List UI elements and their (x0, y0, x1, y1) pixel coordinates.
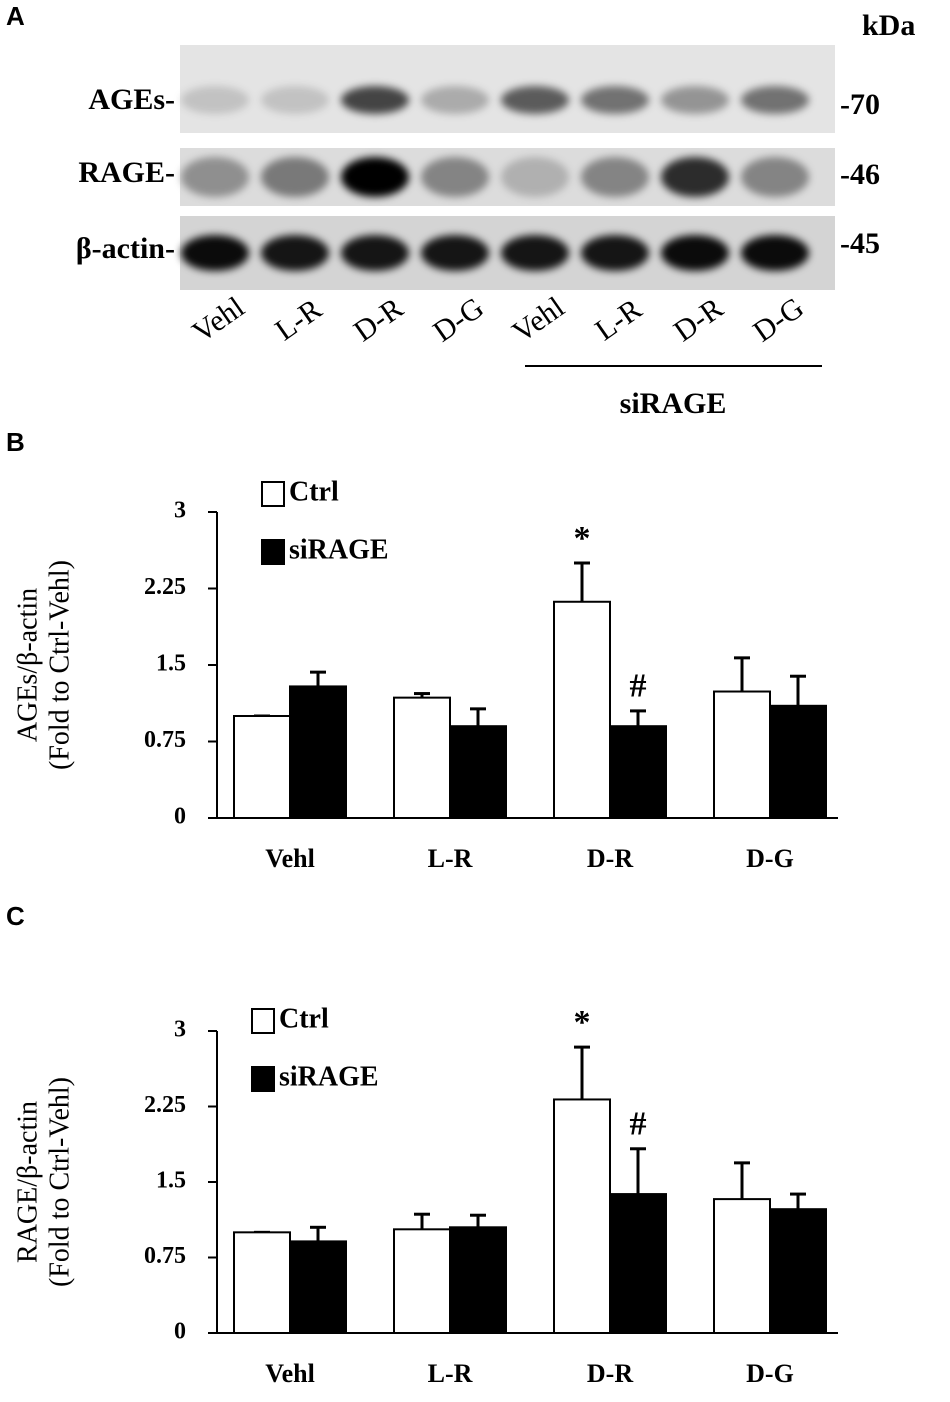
lane-label: D-G (747, 291, 810, 349)
bar (713, 690, 771, 820)
y-tick-label: 0 (174, 1319, 186, 1345)
band (181, 86, 249, 114)
marker-label: -45 (840, 227, 880, 260)
y-tick-label: 0.75 (144, 727, 186, 753)
band (261, 235, 329, 271)
band (501, 157, 569, 197)
group-label: siRAGE (620, 387, 727, 420)
band (661, 235, 729, 271)
legend-swatch (251, 1008, 275, 1034)
annotation: * (574, 1004, 591, 1041)
panel-letter: C (6, 901, 25, 931)
band (261, 86, 329, 114)
bar (289, 1240, 347, 1334)
x-tick-label: D-G (746, 1359, 794, 1388)
band (341, 235, 409, 271)
y-tick-label: 2.25 (144, 1092, 186, 1118)
y-tick-label: 3 (174, 498, 186, 524)
band (741, 86, 809, 114)
bar (553, 600, 611, 820)
annotation: # (630, 1106, 647, 1143)
lane-label: L-R (269, 292, 328, 347)
y-tick-label: 1.5 (156, 1168, 186, 1194)
row-label: β-actin- (76, 232, 175, 265)
lane-label: Vehl (507, 291, 571, 350)
x-tick-label: D-R (587, 1359, 633, 1388)
bar (713, 1198, 771, 1334)
lane-label: Vehl (187, 291, 251, 350)
y-axis-label: AGEs/β-actin (12, 588, 43, 742)
y-tick-label: 0.75 (144, 1243, 186, 1269)
bar (553, 1098, 611, 1335)
legend-swatch (261, 481, 285, 507)
legend-swatch (251, 1066, 275, 1092)
y-tick-label: 3 (174, 1017, 186, 1043)
y-tick-label: 1.5 (156, 651, 186, 677)
band (181, 235, 249, 271)
band (501, 86, 569, 114)
x-tick-label: L-R (428, 844, 473, 873)
annotation: * (574, 520, 591, 557)
band (421, 157, 489, 197)
band (341, 157, 409, 197)
x-tick-label: L-R (428, 1359, 473, 1388)
bar (449, 725, 507, 820)
bar (769, 704, 827, 819)
bar (393, 1228, 451, 1335)
lane-label: D-R (668, 292, 729, 349)
lane-label: D-G (427, 291, 490, 349)
row-label: AGEs- (88, 83, 175, 116)
band (421, 86, 489, 114)
bar (609, 725, 667, 820)
x-tick-label: D-G (746, 844, 794, 873)
marker-label: -46 (840, 158, 880, 191)
x-tick-label: Vehl (265, 844, 315, 873)
bands (181, 86, 809, 271)
band (581, 157, 649, 197)
band (421, 235, 489, 271)
x-tick-label: D-R (587, 844, 633, 873)
band (661, 86, 729, 114)
band (581, 86, 649, 114)
y-tick-label: 2.25 (144, 574, 186, 600)
legend-label: Ctrl (279, 1003, 329, 1034)
x-tick-label: Vehl (265, 1359, 315, 1388)
band (181, 157, 249, 197)
bar (233, 1231, 291, 1335)
row-label: RAGE- (78, 156, 175, 189)
bar (289, 685, 347, 819)
bar (449, 1226, 507, 1335)
bar (393, 696, 451, 820)
legend-swatch (261, 539, 285, 565)
unit-label: kDa (862, 9, 915, 42)
y-axis-label: (Fold to Ctrl-Vehl) (44, 1077, 75, 1287)
panel-letter: A (6, 1, 25, 31)
y-axis-label: RAGE/β-actin (12, 1101, 43, 1263)
band (581, 235, 649, 271)
lane-label: L-R (589, 292, 648, 347)
y-axis-label: (Fold to Ctrl-Vehl) (44, 560, 75, 770)
band (661, 157, 729, 197)
legend-label: Ctrl (289, 476, 339, 507)
band (341, 86, 409, 114)
lane-label: D-R (348, 292, 409, 349)
bar (233, 715, 291, 819)
marker-label: -70 (840, 88, 880, 121)
band (501, 235, 569, 271)
band (261, 157, 329, 197)
legend-label: siRAGE (279, 1061, 379, 1092)
annotation: # (630, 668, 647, 705)
bar (609, 1193, 667, 1334)
band (741, 235, 809, 271)
band (741, 157, 809, 197)
legend-label: siRAGE (289, 534, 389, 565)
y-tick-label: 0 (174, 804, 186, 830)
panel-letter: B (6, 427, 25, 457)
bar (769, 1208, 827, 1335)
